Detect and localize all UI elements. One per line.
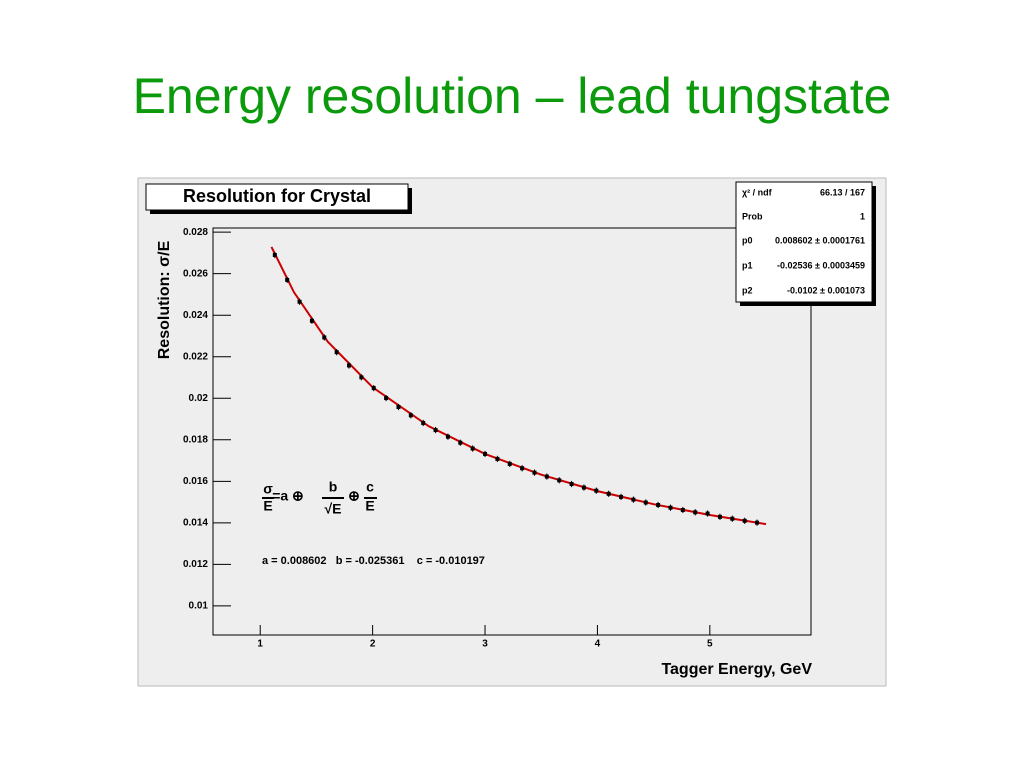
data-point bbox=[594, 488, 599, 493]
y-tick-label: 0.024 bbox=[183, 310, 208, 321]
title-box bbox=[145, 183, 409, 211]
data-point bbox=[532, 470, 537, 475]
x-tick-label: 3 bbox=[482, 639, 488, 650]
y-tick-label: 0.016 bbox=[183, 476, 208, 487]
formula-part: E bbox=[365, 498, 374, 514]
data-point bbox=[717, 514, 722, 519]
stats-label: χ² / ndf bbox=[742, 187, 773, 197]
data-point bbox=[730, 516, 735, 521]
y-tick-label: 0.012 bbox=[183, 559, 208, 570]
data-point bbox=[680, 507, 685, 512]
x-tick-label: 5 bbox=[707, 639, 713, 650]
data-point bbox=[334, 350, 339, 355]
data-point bbox=[322, 335, 327, 340]
data-point bbox=[520, 466, 525, 471]
formula-part: √E bbox=[324, 501, 341, 517]
stats-label: p2 bbox=[742, 285, 753, 295]
stats-label: p0 bbox=[742, 235, 753, 245]
y-tick-label: 0.02 bbox=[189, 393, 209, 404]
data-point bbox=[297, 299, 302, 304]
data-point bbox=[470, 446, 475, 451]
formula-part: c bbox=[366, 479, 374, 495]
y-tick-label: 0.014 bbox=[183, 518, 208, 529]
data-point bbox=[396, 404, 401, 409]
data-point bbox=[619, 494, 624, 499]
data-point bbox=[643, 500, 648, 505]
data-point bbox=[433, 428, 438, 433]
stats-value: 66.13 / 167 bbox=[820, 187, 865, 197]
formula-part: =a ⊕ bbox=[272, 488, 304, 504]
plot-title: Resolution for Crystal bbox=[183, 186, 371, 206]
stats-label: p1 bbox=[742, 260, 753, 270]
data-point bbox=[495, 456, 500, 461]
data-point bbox=[371, 386, 376, 391]
formula-part: b bbox=[329, 479, 338, 495]
formula-part: E bbox=[263, 498, 272, 514]
data-point bbox=[742, 518, 747, 523]
data-point bbox=[656, 503, 661, 508]
data-point bbox=[285, 277, 290, 282]
data-point bbox=[408, 413, 413, 418]
data-point bbox=[606, 491, 611, 496]
y-tick-label: 0.01 bbox=[189, 601, 209, 612]
data-point bbox=[631, 497, 636, 502]
data-point bbox=[668, 505, 673, 510]
fit-annotation: a = 0.008602 b = -0.025361 c = -0.010197 bbox=[262, 555, 485, 567]
plot-frame bbox=[212, 227, 812, 636]
data-point bbox=[421, 420, 426, 425]
y-tick-label: 0.018 bbox=[183, 434, 208, 445]
data-point bbox=[557, 478, 562, 483]
data-point bbox=[272, 252, 277, 257]
data-point bbox=[755, 520, 760, 525]
data-point bbox=[384, 396, 389, 401]
data-point bbox=[309, 318, 314, 323]
stats-value: 1 bbox=[860, 211, 865, 221]
data-point bbox=[507, 461, 512, 466]
data-point bbox=[581, 485, 586, 490]
data-point bbox=[359, 375, 364, 380]
data-point bbox=[705, 511, 710, 516]
data-point bbox=[483, 451, 488, 456]
y-tick-label: 0.026 bbox=[183, 268, 208, 279]
x-tick-label: 2 bbox=[370, 639, 376, 650]
y-tick-label: 0.022 bbox=[183, 351, 208, 362]
y-tick-label: 0.028 bbox=[183, 227, 208, 238]
formula-part: σ bbox=[263, 481, 273, 497]
data-point bbox=[693, 510, 698, 515]
stats-label: Prob bbox=[742, 211, 763, 221]
data-point bbox=[544, 474, 549, 479]
stats-value: -0.0102 ± 0.001073 bbox=[787, 285, 865, 295]
stats-box bbox=[735, 181, 873, 303]
data-point bbox=[445, 434, 450, 439]
data-point bbox=[569, 482, 574, 487]
slide-title: Energy resolution – lead tungstate bbox=[133, 68, 892, 124]
stats-value: -0.02536 ± 0.0003459 bbox=[777, 260, 865, 270]
formula-part: ⊕ bbox=[348, 488, 360, 504]
x-tick-label: 1 bbox=[257, 639, 263, 650]
data-point bbox=[347, 363, 352, 368]
x-tick-label: 4 bbox=[595, 639, 601, 650]
x-axis-label: Tagger Energy, GeV bbox=[661, 661, 812, 678]
stats-value: 0.008602 ± 0.0001761 bbox=[775, 235, 865, 245]
y-axis-label: Resolution: σ/E bbox=[156, 240, 173, 359]
data-point bbox=[458, 440, 463, 445]
